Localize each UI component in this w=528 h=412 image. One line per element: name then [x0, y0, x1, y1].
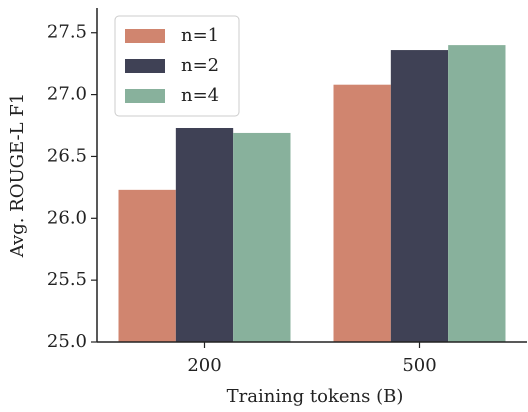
y-axis-label: Avg. ROUGE-L F1 — [7, 93, 28, 258]
y-tick-label: 25.5 — [47, 269, 87, 290]
legend-swatch — [125, 29, 165, 43]
legend-swatch — [125, 89, 165, 103]
y-tick-label: 27.0 — [47, 84, 87, 105]
x-tick-label: 200 — [187, 355, 221, 376]
x-tick-label: 500 — [402, 355, 436, 376]
bar — [118, 189, 176, 342]
bar — [233, 132, 291, 342]
legend-label: n=1 — [181, 25, 219, 46]
y-tick-label: 25.0 — [47, 331, 87, 352]
bar — [333, 84, 391, 343]
bar — [390, 50, 449, 342]
legend-label: n=2 — [181, 55, 219, 76]
y-tick-label: 26.0 — [47, 207, 87, 228]
legend-label: n=4 — [181, 85, 219, 106]
bar — [175, 127, 234, 343]
x-axis-label: Training tokens (B) — [227, 386, 404, 407]
legend-swatch — [125, 59, 165, 73]
y-tick-label: 27.5 — [47, 22, 87, 43]
bar — [448, 45, 506, 342]
y-tick-label: 26.5 — [47, 145, 87, 166]
